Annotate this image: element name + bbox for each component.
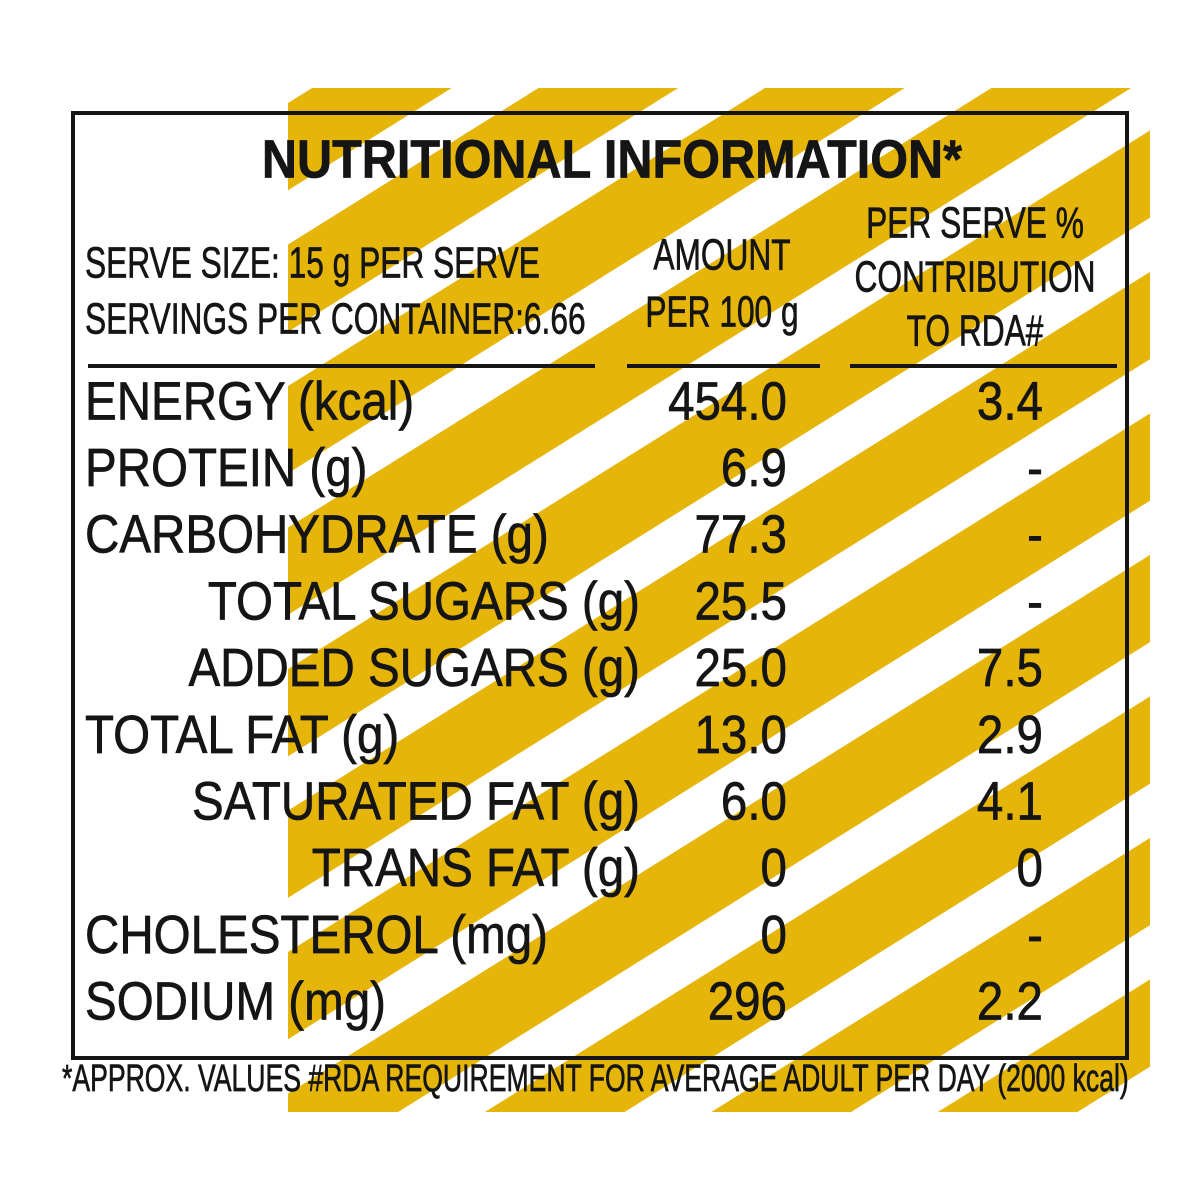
amount-value: 0 [761, 905, 787, 965]
nutrient-name: SATURATED FAT (g) [192, 771, 640, 831]
column-header: PER 100 g [645, 288, 798, 337]
label-border [71, 111, 1129, 1060]
nutrient-name: TRANS FAT (g) [312, 838, 640, 898]
rda-value: - [1027, 905, 1043, 965]
amount-value: 25.5 [695, 571, 787, 631]
amount-value: 6.9 [721, 438, 787, 498]
column-header: PER SERVE % [866, 199, 1084, 248]
amount-value: 454.0 [668, 371, 787, 431]
nutrient-name: SODIUM (mg) [85, 972, 386, 1032]
nutrient-name: ADDED SUGARS (g) [188, 638, 640, 698]
rda-value: 3.4 [977, 371, 1043, 431]
amount-value: 296 [708, 972, 787, 1032]
rda-value: - [1027, 571, 1043, 631]
stripe-background [288, 88, 1150, 1112]
rda-value: 2.9 [977, 705, 1043, 765]
rda-value: 4.1 [977, 771, 1043, 831]
rda-value: 0 [1017, 838, 1043, 898]
nutrient-name: ENERGY (kcal) [85, 371, 414, 431]
nutrient-name: CHOLESTEROL (mg) [85, 905, 548, 965]
nutrient-name: CARBOHYDRATE (g) [85, 505, 549, 565]
rda-value: - [1027, 505, 1043, 565]
amount-value: 13.0 [695, 705, 787, 765]
amount-value: 6.0 [721, 771, 787, 831]
amount-value: 25.0 [695, 638, 787, 698]
title: NUTRITIONAL INFORMATION* [262, 129, 962, 189]
column-header: AMOUNT [653, 231, 790, 280]
amount-value: 77.3 [695, 505, 787, 565]
serve-info: SERVINGS PER CONTAINER:6.66 [85, 295, 586, 344]
nutrient-name: TOTAL FAT (g) [85, 705, 399, 765]
column-header: TO RDA# [907, 307, 1044, 356]
rda-value: - [1027, 438, 1043, 498]
rda-value: 2.2 [977, 972, 1043, 1032]
column-header: CONTRIBUTION [854, 253, 1095, 302]
footnote: *APPROX. VALUES #RDA REQUIREMENT FOR AVE… [62, 1058, 1129, 1100]
amount-value: 0 [761, 838, 787, 898]
nutrient-name: TOTAL SUGARS (g) [208, 571, 640, 631]
serve-info: SERVE SIZE: 15 g PER SERVE [85, 239, 540, 288]
label-text: NUTRITIONAL INFORMATION* SERVE SIZE: 15 g… [62, 129, 1130, 1100]
nutrient-name: PROTEIN (g) [85, 438, 368, 498]
rda-value: 7.5 [977, 638, 1043, 698]
